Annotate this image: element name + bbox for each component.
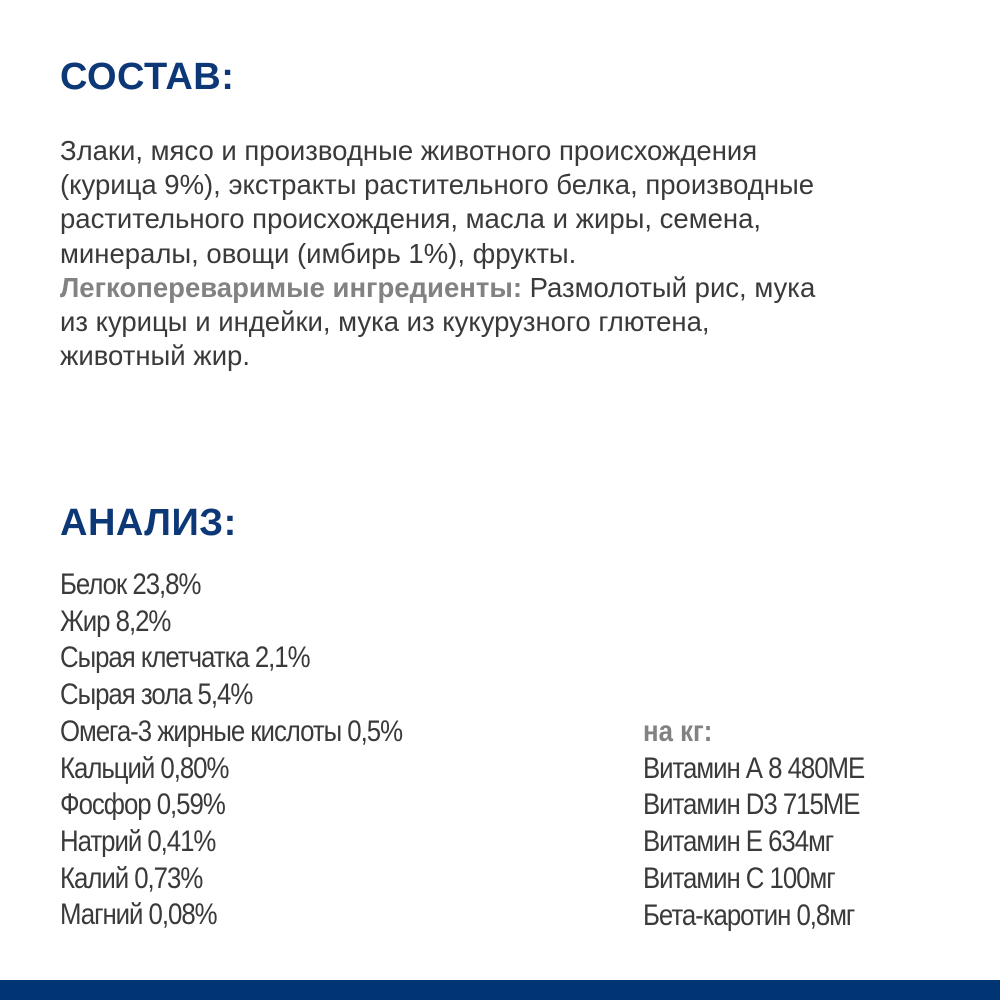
per-kg-list: на кг: Витамин А 8 480МЕ Витамин D3 715М… (643, 714, 865, 934)
analysis-item: Жир 8,2% (60, 604, 171, 638)
composition-line: растительного происхождения, масла и жир… (60, 203, 762, 235)
vitamin-item: Витамин А 8 480МЕ (643, 751, 865, 785)
analysis-item: Магний 0,08% (60, 898, 218, 932)
composition-text: Злаки, мясо и производные животного прои… (60, 134, 815, 373)
analysis-item: Фосфор 0,59% (60, 788, 226, 822)
analysis-title: АНАЛИЗ: (60, 502, 237, 544)
vitamin-item: Витамин D3 715МЕ (643, 788, 860, 822)
composition-line: Злаки, мясо и производные животного прои… (60, 135, 758, 166)
easy-digest-label: Легкопереваримые ингредиенты: (60, 271, 522, 303)
analysis-item: Натрий 0,41% (60, 824, 216, 858)
composition-line: (курица 9%), экстракты растительного бел… (60, 169, 815, 201)
footer-bar (0, 980, 1000, 1000)
analysis-item: Кальций 0,80% (60, 751, 229, 785)
analysis-item: Сырая зола 5,4% (60, 678, 253, 712)
per-kg-label: на кг: (643, 715, 713, 748)
composition-line: минералы, овощи (имбирь 1%), фрукты. (60, 237, 577, 269)
composition-title: СОСТАВ: (60, 56, 235, 98)
analysis-item: Сырая клетчатка 2,1% (60, 641, 311, 675)
vitamin-item: Витамин С 100мг (643, 861, 836, 895)
easy-digest-text: Размолотый рис, мука (521, 271, 816, 303)
analysis-item: Белок 23,8% (60, 568, 201, 601)
vitamin-item: Витамин Е 634мг (643, 825, 834, 859)
analysis-item: Омега-3 жирные кислоты 0,5% (60, 714, 403, 748)
vitamin-item: Бета-каротин 0,8мг (643, 898, 855, 932)
analysis-item: Калий 0,73% (60, 861, 203, 895)
analysis-list: Белок 23,8% Жир 8,2% Сырая клетчатка 2,1… (60, 567, 403, 934)
easy-digest-line: животный жир. (60, 340, 250, 372)
easy-digest-line: из курицы и индейки, мука из кукурузного… (60, 306, 710, 338)
